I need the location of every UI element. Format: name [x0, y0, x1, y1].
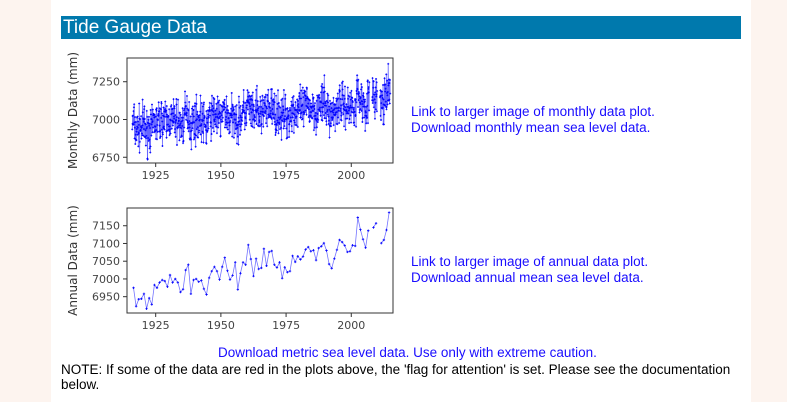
page-title: Tide Gauge Data: [61, 16, 741, 39]
plot-frame: [126, 207, 394, 314]
annual-chart[interactable]: 1925 1950 1975 2000 6950 7000 7050 7100 7150 Annu…: [51, 200, 411, 340]
y-tick-label: 7250: [92, 76, 120, 89]
annual-point: [374, 222, 378, 225]
monthly-download-link[interactable]: Download monthly mean sea level data.: [411, 120, 651, 135]
monthly-chart[interactable]: 1925 1950 1975 2000 6750 7000 7250 Monthly Data…: [51, 50, 411, 240]
monthly-line: [379, 63, 391, 125]
annual-line: [380, 212, 390, 244]
y-tick-label: 7000: [92, 273, 120, 286]
x-tick-label: 2000: [337, 169, 365, 182]
x-tick-label: 1975: [272, 169, 300, 182]
monthly-line: [371, 78, 378, 119]
y-tick-label: 6950: [92, 291, 120, 304]
metric-download-link[interactable]: Download metric sea level data. Use only…: [218, 345, 597, 360]
monthly-line: [131, 75, 370, 160]
annual-links: Link to larger image of annual data plot…: [411, 254, 648, 286]
y-tick-label: 6750: [92, 151, 120, 164]
annual-line: [133, 217, 369, 309]
annual-image-link[interactable]: Link to larger image of annual data plot…: [411, 254, 649, 269]
annual-line: [373, 223, 377, 228]
y-tick-label: 7050: [92, 255, 120, 268]
y-axis-label: Monthly Data (mm): [66, 52, 80, 169]
x-tick-label: 2000: [337, 319, 365, 332]
y-tick-label: 7100: [92, 237, 120, 250]
x-tick-label: 1950: [207, 169, 235, 182]
monthly-image-link[interactable]: Link to larger image of monthly data plo…: [411, 104, 655, 119]
annual-download-link[interactable]: Download annual mean sea level data.: [411, 270, 644, 285]
annual-point: [380, 241, 383, 245]
x-tick-label: 1925: [142, 169, 170, 182]
x-tick-label: 1950: [207, 319, 235, 332]
flag-note: NOTE: If some of the data are red in the…: [61, 362, 731, 392]
monthly-links: Link to larger image of monthly data plo…: [411, 104, 655, 136]
x-tick-label: 1975: [272, 319, 300, 332]
y-tick-label: 7150: [92, 220, 120, 233]
y-axis-label: Annual Data (mm): [66, 205, 80, 316]
content-panel: Tide Gauge Data 1925 1950 1975 2000 6750 7000…: [51, 0, 751, 402]
x-tick-label: 1925: [142, 319, 170, 332]
y-tick-label: 7000: [92, 113, 120, 126]
